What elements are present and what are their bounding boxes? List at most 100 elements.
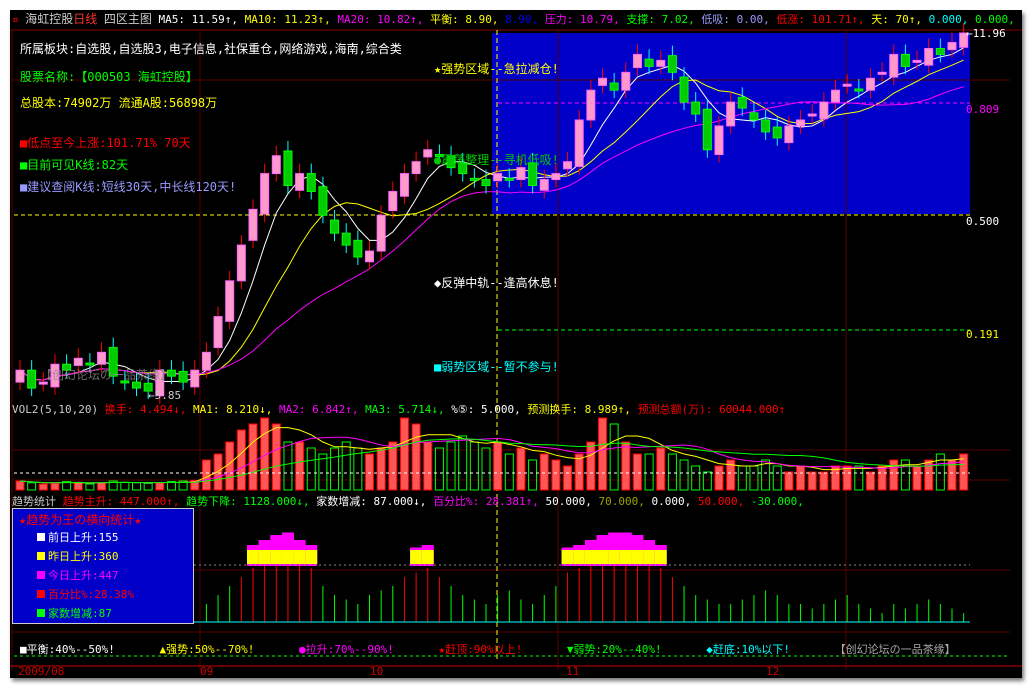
candle-body xyxy=(772,126,782,139)
candle-body xyxy=(761,119,771,133)
volume-bar xyxy=(399,417,409,491)
volume-bar xyxy=(726,459,736,491)
stock-name: 海虹控股 xyxy=(25,12,74,26)
volume-bar xyxy=(598,417,607,491)
trend-area-yellow xyxy=(619,550,632,564)
ma5-line xyxy=(19,47,964,383)
candle-body xyxy=(831,89,840,103)
candle-body xyxy=(120,380,130,384)
volume-bar xyxy=(854,465,864,491)
volume-bar xyxy=(201,459,211,491)
trend-indicator-value: 百分比%: 28.381↑, xyxy=(433,495,546,508)
trend-area-yellow xyxy=(643,550,656,564)
candle-body xyxy=(38,381,48,385)
candle-body xyxy=(504,177,514,181)
volume-bar xyxy=(295,441,305,491)
volume-bar xyxy=(458,435,468,491)
zone-weak: ■弱势区域--暂不参与! xyxy=(434,360,559,374)
candle-body xyxy=(155,369,165,397)
level-0809: 0.809 xyxy=(966,103,1000,116)
trend-indicator-value: 50.000, xyxy=(545,495,599,508)
candle-body xyxy=(213,316,223,349)
candle-body xyxy=(749,112,759,121)
stats-row: 百分比%:28.38% xyxy=(48,588,134,601)
volume-bar xyxy=(434,447,444,491)
volume-bar xyxy=(551,459,561,491)
volume-bar xyxy=(621,441,631,491)
candle-body xyxy=(458,162,468,175)
candle-body xyxy=(423,149,433,158)
stock-code: 股票名称:【000503 海虹控股】 xyxy=(20,70,198,84)
trend-indicator-value: 0.000, xyxy=(651,495,698,508)
volume-bar xyxy=(609,423,619,491)
chart-frame: ¤ 海虹控股日线 四区主图 MA5: 11.59↑, MA10: 11.23↑,… xyxy=(10,10,1022,678)
trend-indicator-value: 趋势主升: 447.000↑, xyxy=(62,495,187,508)
legend-item: ▼弱势:20%--40%! xyxy=(566,643,669,656)
volume-bar xyxy=(644,453,654,491)
volume-bar xyxy=(108,480,118,491)
legend-item: ▲强势:50%--70%! xyxy=(159,643,261,656)
volume-bar xyxy=(388,441,398,491)
trend-area-yellow xyxy=(584,550,597,564)
volume-indicator-value: 预测总额(万): 60044.000↑ xyxy=(637,403,786,416)
trend-area-yellow xyxy=(421,550,434,564)
header-indicator: 支撑: 7.02, xyxy=(626,13,702,26)
zone-rebound: ◆反弹中轨--逢高休息! xyxy=(434,276,559,290)
candle-body xyxy=(796,119,806,127)
volume-bar xyxy=(772,465,782,491)
candle-body xyxy=(714,125,724,156)
volume-bar xyxy=(132,482,141,491)
candle-body xyxy=(586,89,596,121)
zone-consolidate: ●震荡整理--寻机低吸! xyxy=(434,153,559,167)
candle-body xyxy=(854,88,864,92)
candle-body xyxy=(143,382,153,392)
stats-color-swatch xyxy=(37,609,45,617)
candle-body xyxy=(784,125,794,144)
candle-body xyxy=(481,179,491,187)
trend-indicator-value: 50.000, xyxy=(697,495,751,508)
candle-body xyxy=(248,208,258,241)
volume-bar xyxy=(318,453,328,491)
trend-area-yellow xyxy=(281,550,294,564)
header-indicator: 0.000, xyxy=(1021,13,1022,26)
volume-bar xyxy=(586,441,596,491)
header-indicator: 8.90, xyxy=(505,13,545,26)
volume-indicator-value: MA1: 8.210↓, xyxy=(192,403,280,416)
volume-bar xyxy=(248,423,258,491)
chart-canvas[interactable] xyxy=(10,10,1022,678)
candle-body xyxy=(295,173,305,191)
volume-bar xyxy=(50,482,60,491)
candle-body xyxy=(50,363,60,388)
advice-text: ■建议查阅K线:短线30天,中长线120天! xyxy=(20,180,237,194)
legend-item: ★赶顶:90%以上! xyxy=(438,643,529,656)
candle-body xyxy=(819,101,829,120)
volume-indicator-name: VOL2(5,10,20) xyxy=(12,403,99,416)
volume-bar xyxy=(563,465,573,491)
trend-area-yellow xyxy=(410,550,423,564)
volume-bar xyxy=(271,423,281,491)
trend-area-yellow xyxy=(247,550,259,564)
trend-area-yellow xyxy=(654,550,667,564)
legend-item: 【创幻论坛の一品茶缘】 xyxy=(834,643,956,656)
date-tick: 11 xyxy=(566,665,580,678)
candle-body xyxy=(365,250,374,263)
header-indicator: 天: 70↑, xyxy=(871,13,929,26)
candle-body xyxy=(306,173,316,192)
volume-bar xyxy=(306,447,316,491)
candle-body xyxy=(947,42,957,51)
view-name[interactable]: 四区主图 xyxy=(103,12,152,26)
volume-bar xyxy=(924,459,934,491)
period-tab[interactable]: 日线 xyxy=(73,12,98,26)
trend-area-yellow xyxy=(573,550,586,564)
candle-body xyxy=(644,58,654,67)
candle-body xyxy=(388,190,398,212)
candle-body xyxy=(27,369,37,389)
candle-body xyxy=(563,161,573,170)
candle-body xyxy=(85,362,95,366)
rise-since-low: ■低点至今上涨:101.71% 70天 xyxy=(20,136,191,150)
volume-bar xyxy=(889,459,899,491)
volume-bar xyxy=(213,453,223,491)
volume-bar xyxy=(85,483,95,491)
trend-indicator-value: 趋势下降: 1128.000↓, xyxy=(186,495,317,508)
volume-bar xyxy=(62,481,72,491)
